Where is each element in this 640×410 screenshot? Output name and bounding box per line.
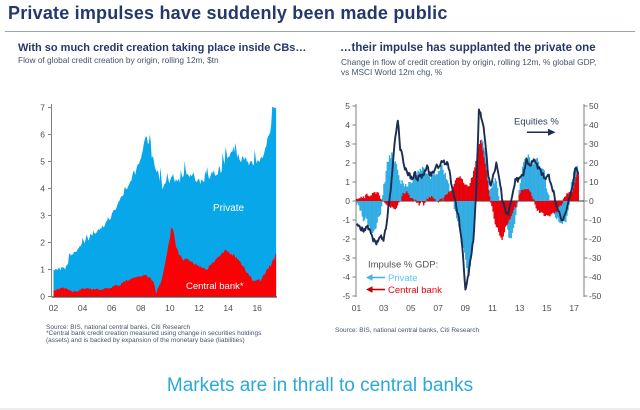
svg-text:08: 08 [136,303,146,313]
svg-text:2: 2 [345,158,350,168]
svg-text:20: 20 [589,158,599,168]
svg-text:-5: -5 [342,291,350,301]
svg-text:12: 12 [194,303,204,313]
svg-text:05: 05 [406,303,416,313]
svg-text:0: 0 [589,196,594,206]
svg-text:Impulse % GDP:: Impulse % GDP: [368,260,438,271]
svg-text:03: 03 [379,303,389,313]
svg-text:10: 10 [589,177,599,187]
svg-text:-50: -50 [589,291,602,301]
svg-text:7: 7 [40,103,45,113]
svg-text:17: 17 [569,303,579,313]
svg-text:Private: Private [213,203,245,214]
svg-text:07: 07 [433,303,443,313]
svg-text:4: 4 [40,184,45,194]
svg-text:1: 1 [40,265,45,275]
svg-text:3: 3 [345,139,350,149]
svg-text:5: 5 [40,157,45,167]
svg-text:-40: -40 [589,272,602,282]
svg-text:-30: -30 [589,253,602,263]
svg-text:Equities %: Equities % [514,117,559,128]
svg-text:-3: -3 [342,253,350,263]
svg-text:Central bank*: Central bank* [186,281,244,292]
svg-text:16: 16 [252,303,262,313]
svg-text:13: 13 [515,303,525,313]
svg-text:02: 02 [49,303,59,313]
svg-text:50: 50 [589,101,599,111]
svg-text:Central bank: Central bank [388,285,442,296]
svg-text:30: 30 [589,139,599,149]
svg-text:5: 5 [345,101,350,111]
svg-text:40: 40 [589,120,599,130]
svg-text:2: 2 [40,238,45,248]
svg-text:6: 6 [40,130,45,140]
svg-text:04: 04 [78,303,88,313]
svg-text:-1: -1 [342,215,350,225]
svg-text:01: 01 [352,303,362,313]
svg-text:0: 0 [40,292,45,302]
svg-text:1: 1 [345,177,350,187]
svg-text:11: 11 [488,303,497,313]
svg-text:15: 15 [542,303,552,313]
svg-text:0: 0 [345,196,350,206]
svg-text:3: 3 [40,211,45,221]
svg-text:-2: -2 [342,234,350,244]
svg-text:4: 4 [345,120,350,130]
svg-text:-10: -10 [589,215,602,225]
svg-text:-20: -20 [589,234,602,244]
svg-text:14: 14 [223,303,233,313]
svg-text:10: 10 [165,303,175,313]
svg-text:-4: -4 [342,272,350,282]
svg-text:06: 06 [107,303,117,313]
svg-text:Private: Private [388,273,418,284]
svg-text:09: 09 [461,303,471,313]
